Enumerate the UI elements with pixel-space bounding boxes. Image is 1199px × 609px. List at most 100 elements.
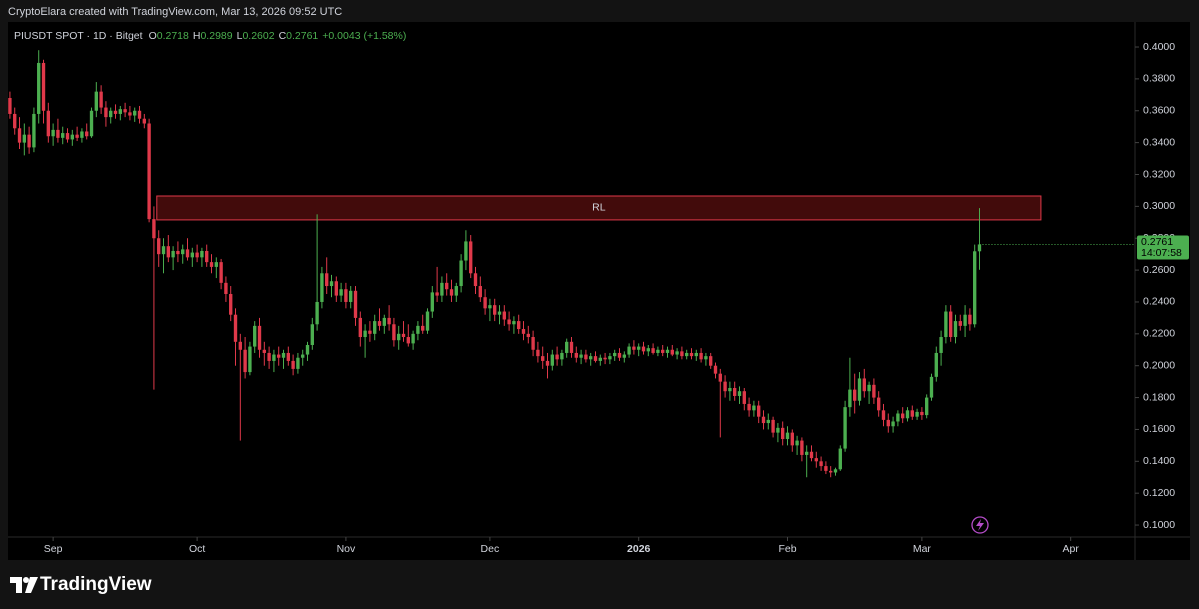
candle-body <box>872 384 876 398</box>
candle-body <box>929 376 934 398</box>
candle-body <box>94 91 98 111</box>
candle-body <box>334 281 338 296</box>
candle-body <box>617 352 622 358</box>
candle-body <box>867 384 871 392</box>
candle-body <box>325 273 329 287</box>
candle-body <box>901 413 905 419</box>
candle-body <box>694 352 698 357</box>
candle-body <box>473 273 478 287</box>
candle-body <box>737 391 742 396</box>
candle-body <box>416 325 420 334</box>
candle-body <box>185 249 190 258</box>
candle-body <box>200 250 204 258</box>
candle-body <box>142 118 146 124</box>
candle-body <box>80 131 84 138</box>
candle-body <box>339 289 343 296</box>
candle-body <box>128 112 132 116</box>
candle-body <box>99 91 103 108</box>
y-tick-label: 0.2200 <box>1143 328 1175 340</box>
candle-body <box>584 354 588 360</box>
candle-body <box>459 260 463 287</box>
candle-body <box>829 470 833 473</box>
candle-body <box>449 289 454 296</box>
candle-body <box>277 354 281 358</box>
candle-body <box>517 321 521 330</box>
candle-body <box>109 110 113 118</box>
candle-body <box>147 123 151 220</box>
candle-body <box>133 110 137 116</box>
candle-body <box>656 349 660 353</box>
candle-body <box>824 466 828 471</box>
candle-body <box>569 341 574 353</box>
candle-body <box>61 133 65 138</box>
candle-body <box>785 432 790 440</box>
candle-body <box>209 262 214 267</box>
candle-body <box>521 329 526 334</box>
candle-body <box>181 249 185 255</box>
brand: TradingView <box>40 574 152 595</box>
candle-body <box>22 134 26 143</box>
candle-body <box>229 294 233 315</box>
candle-body <box>195 252 199 258</box>
candle-body <box>214 262 218 267</box>
candle-body <box>545 360 550 366</box>
candle-body <box>939 337 943 353</box>
candle-body <box>85 131 89 137</box>
candle-body <box>176 250 180 255</box>
candle-body <box>272 354 276 361</box>
candle-body <box>910 410 914 417</box>
candle-body <box>761 416 766 424</box>
candle-body <box>152 219 156 239</box>
candle-body <box>560 352 564 360</box>
candle-body <box>454 286 458 296</box>
candle-body <box>171 250 175 258</box>
candle-body <box>353 290 358 318</box>
y-tick-label: 0.4000 <box>1143 41 1175 53</box>
candle-body <box>497 311 502 315</box>
candle-body <box>219 262 223 283</box>
candle-body <box>440 282 444 296</box>
candle-body <box>157 238 161 255</box>
candle-body <box>363 330 367 338</box>
candle-body <box>891 421 895 427</box>
candle-body <box>814 458 818 462</box>
zone-label: RL <box>592 202 606 214</box>
candle-body <box>977 244 982 252</box>
candle-body <box>555 354 559 360</box>
candle-body <box>123 109 127 113</box>
candle-body <box>190 252 194 258</box>
candle-body <box>243 349 247 373</box>
x-tick-label: 2026 <box>627 543 651 555</box>
candle-body <box>809 451 814 459</box>
candle-body <box>689 352 694 357</box>
candle-body <box>425 311 430 331</box>
candle-body <box>430 292 434 312</box>
candle-body <box>483 297 487 309</box>
candle-body <box>27 134 31 148</box>
candle-body <box>670 349 674 355</box>
candle-body <box>253 325 257 347</box>
candle-body <box>493 305 497 315</box>
candle-body <box>315 301 319 325</box>
candle-body <box>651 348 655 353</box>
y-tick-label: 0.1200 <box>1143 487 1175 499</box>
candle-body <box>257 325 262 350</box>
candle-body <box>8 98 12 114</box>
candle-body <box>320 273 324 302</box>
alert-icon[interactable] <box>971 516 989 534</box>
candle-body <box>75 134 79 138</box>
candle-body <box>56 129 60 138</box>
candle-body <box>627 346 631 355</box>
candle-body <box>781 427 785 440</box>
candle-body <box>502 311 506 320</box>
candle-body <box>46 110 50 137</box>
candle-body <box>934 352 938 377</box>
candle-body <box>296 357 300 369</box>
x-tick-label: Oct <box>189 543 205 555</box>
candle-body <box>248 346 252 373</box>
candle-body <box>608 356 612 360</box>
candle-body <box>550 354 554 366</box>
candle-body <box>17 128 22 143</box>
candle-body <box>469 241 473 274</box>
